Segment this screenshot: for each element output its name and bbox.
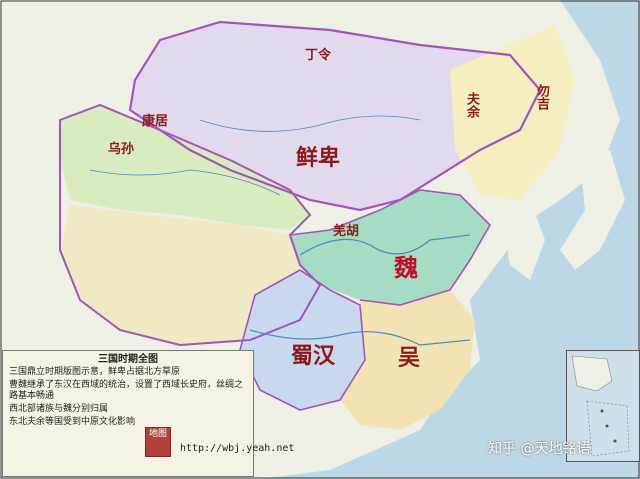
river-north — [199, 115, 421, 132]
legend-title: 三国时期全图 — [98, 354, 158, 365]
seal-stamp: 地图 — [145, 427, 171, 457]
legend-line: 西北部诸族与魏分别归属 — [9, 404, 109, 414]
label-wu: 吴 — [398, 345, 421, 371]
legend-line: 曹魏继承了东汉在西域的统治，设置了西域长史府，丝绸之路基本畅通 — [9, 380, 244, 401]
map-legend: 三国时期全图 三国鼎立时期版图示意，鲜卑占据北方草原 曹魏继承了东汉在西域的统治… — [2, 350, 254, 477]
western-regions — [60, 105, 310, 230]
source-url: http://wbj.yeah.net — [180, 443, 295, 454]
label-wusun: 乌孙 — [108, 142, 135, 157]
xianbei-border — [128, 20, 542, 212]
wei-region — [290, 190, 490, 305]
wei-border — [289, 189, 491, 306]
islands — [560, 150, 625, 270]
inset-map — [571, 355, 630, 457]
label-xianbei: 鲜卑 — [296, 145, 341, 171]
label-qiang: 羌胡 — [333, 224, 360, 239]
label-dingling: 丁令 — [305, 48, 332, 63]
label-wei: 魏 — [394, 253, 418, 282]
northeast-region — [450, 25, 575, 200]
western-border — [59, 103, 322, 347]
wu-region — [340, 290, 475, 430]
south-sea-inset — [566, 350, 640, 462]
peninsula — [500, 200, 545, 280]
label-kangju: 康居 — [142, 114, 169, 129]
yellow-river — [299, 234, 471, 256]
legend-line: 东北夫余等国受到中原文化影响 — [9, 417, 136, 427]
watermark: 知乎 @天地铭语 — [488, 441, 591, 457]
yangtze-river — [249, 329, 471, 346]
label-fuyu: 夫余 — [464, 92, 479, 118]
shu-region — [240, 270, 365, 410]
plateau-region — [60, 205, 310, 345]
river-west — [89, 169, 281, 196]
label-wuji: 勿吉 — [534, 84, 549, 110]
label-shuhan: 蜀汉 — [291, 343, 336, 369]
legend-line: 三国鼎立时期版图示意，鲜卑占据北方草原 — [9, 367, 181, 377]
